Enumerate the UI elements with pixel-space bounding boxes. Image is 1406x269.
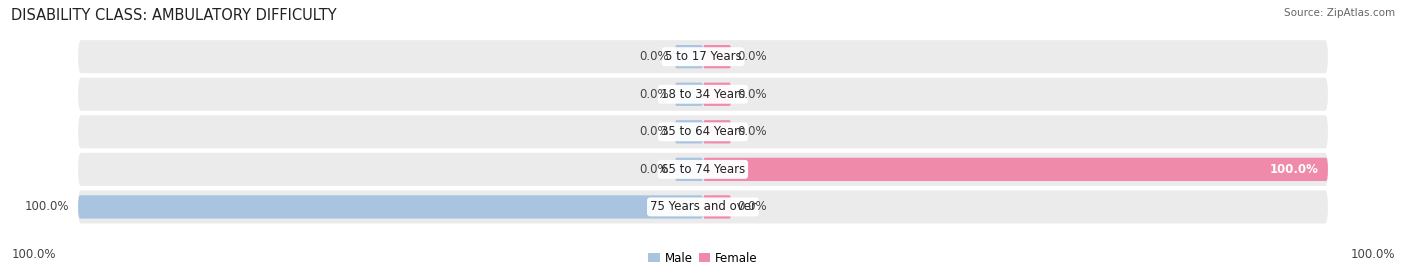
Text: 100.0%: 100.0% xyxy=(11,248,56,261)
Legend: Male, Female: Male, Female xyxy=(644,247,762,269)
FancyBboxPatch shape xyxy=(79,115,1327,148)
FancyBboxPatch shape xyxy=(675,158,703,181)
FancyBboxPatch shape xyxy=(703,45,731,68)
FancyBboxPatch shape xyxy=(79,190,1327,224)
Text: 65 to 74 Years: 65 to 74 Years xyxy=(661,163,745,176)
FancyBboxPatch shape xyxy=(703,83,731,106)
Text: 0.0%: 0.0% xyxy=(638,163,669,176)
Text: 5 to 17 Years: 5 to 17 Years xyxy=(665,50,741,63)
Text: 100.0%: 100.0% xyxy=(1350,248,1395,261)
Text: 0.0%: 0.0% xyxy=(638,88,669,101)
FancyBboxPatch shape xyxy=(703,195,731,219)
FancyBboxPatch shape xyxy=(703,120,731,143)
Text: 0.0%: 0.0% xyxy=(737,88,768,101)
FancyBboxPatch shape xyxy=(675,120,703,143)
Text: 100.0%: 100.0% xyxy=(24,200,69,213)
Text: 0.0%: 0.0% xyxy=(638,125,669,138)
FancyBboxPatch shape xyxy=(79,195,703,219)
Text: 0.0%: 0.0% xyxy=(737,50,768,63)
Text: 75 Years and over: 75 Years and over xyxy=(650,200,756,213)
Text: 18 to 34 Years: 18 to 34 Years xyxy=(661,88,745,101)
Text: 35 to 64 Years: 35 to 64 Years xyxy=(661,125,745,138)
Text: Source: ZipAtlas.com: Source: ZipAtlas.com xyxy=(1284,8,1395,18)
FancyBboxPatch shape xyxy=(675,83,703,106)
FancyBboxPatch shape xyxy=(79,78,1327,111)
Text: 0.0%: 0.0% xyxy=(638,50,669,63)
Text: 100.0%: 100.0% xyxy=(1270,163,1319,176)
FancyBboxPatch shape xyxy=(79,40,1327,73)
Text: 0.0%: 0.0% xyxy=(737,200,768,213)
Text: DISABILITY CLASS: AMBULATORY DIFFICULTY: DISABILITY CLASS: AMBULATORY DIFFICULTY xyxy=(11,8,337,23)
FancyBboxPatch shape xyxy=(675,45,703,68)
FancyBboxPatch shape xyxy=(79,153,1327,186)
Text: 0.0%: 0.0% xyxy=(737,125,768,138)
FancyBboxPatch shape xyxy=(703,158,1327,181)
